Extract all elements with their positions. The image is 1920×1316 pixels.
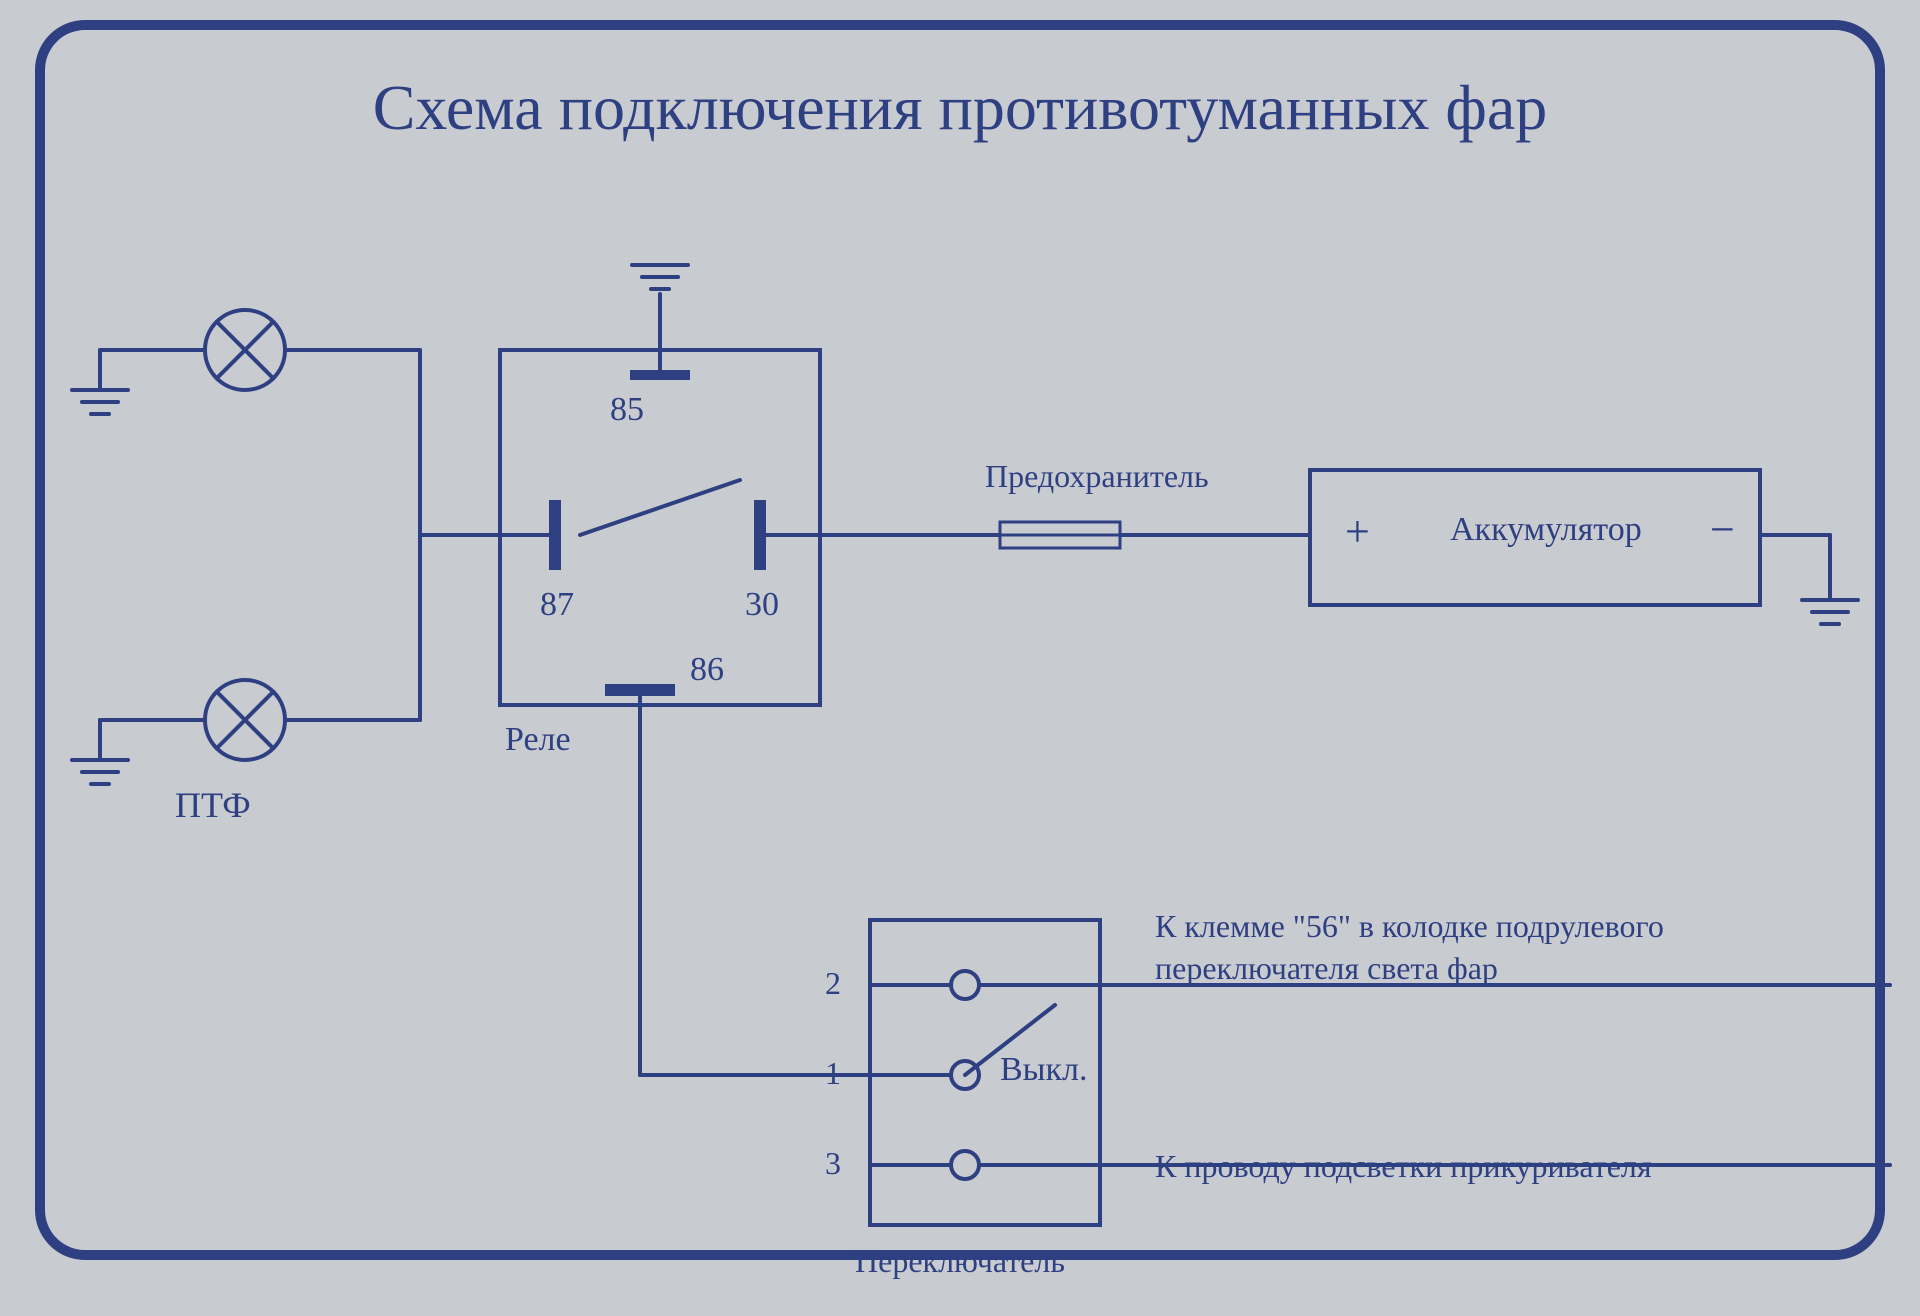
relay-terminal-85: 85: [610, 391, 644, 429]
switch-pin-3: 3: [825, 1145, 841, 1182]
switch-label: Переключатель: [855, 1243, 1065, 1280]
out-label-top-1: К клемме "56" в колодке подрулевого: [1155, 908, 1664, 945]
switch-pin-1: 1: [825, 1055, 841, 1092]
switch-off-label: Выкл.: [1000, 1051, 1088, 1089]
wiring-diagram: Схема подключения противотуманных фар ПТ…: [0, 0, 1920, 1316]
out-label-top-2: переключателя света фар: [1155, 950, 1498, 987]
battery-label: Аккумулятор: [1450, 511, 1642, 549]
relay-terminal-30: 30: [745, 586, 779, 624]
out-label-bottom: К проводу подсветки прикуривателя: [1155, 1148, 1652, 1185]
relay-terminal-87: 87: [540, 586, 574, 624]
relay-label: Реле: [505, 721, 571, 759]
diagram-title: Схема подключения противотуманных фар: [0, 71, 1920, 145]
battery-minus: −: [1710, 504, 1735, 555]
fuse-label: Предохранитель: [985, 458, 1209, 495]
ptf-label: ПТФ: [175, 784, 251, 826]
relay-terminal-86: 86: [690, 651, 724, 689]
battery-plus: +: [1345, 506, 1370, 557]
switch-pin-2: 2: [825, 965, 841, 1002]
svg-canvas: [0, 0, 1920, 1316]
